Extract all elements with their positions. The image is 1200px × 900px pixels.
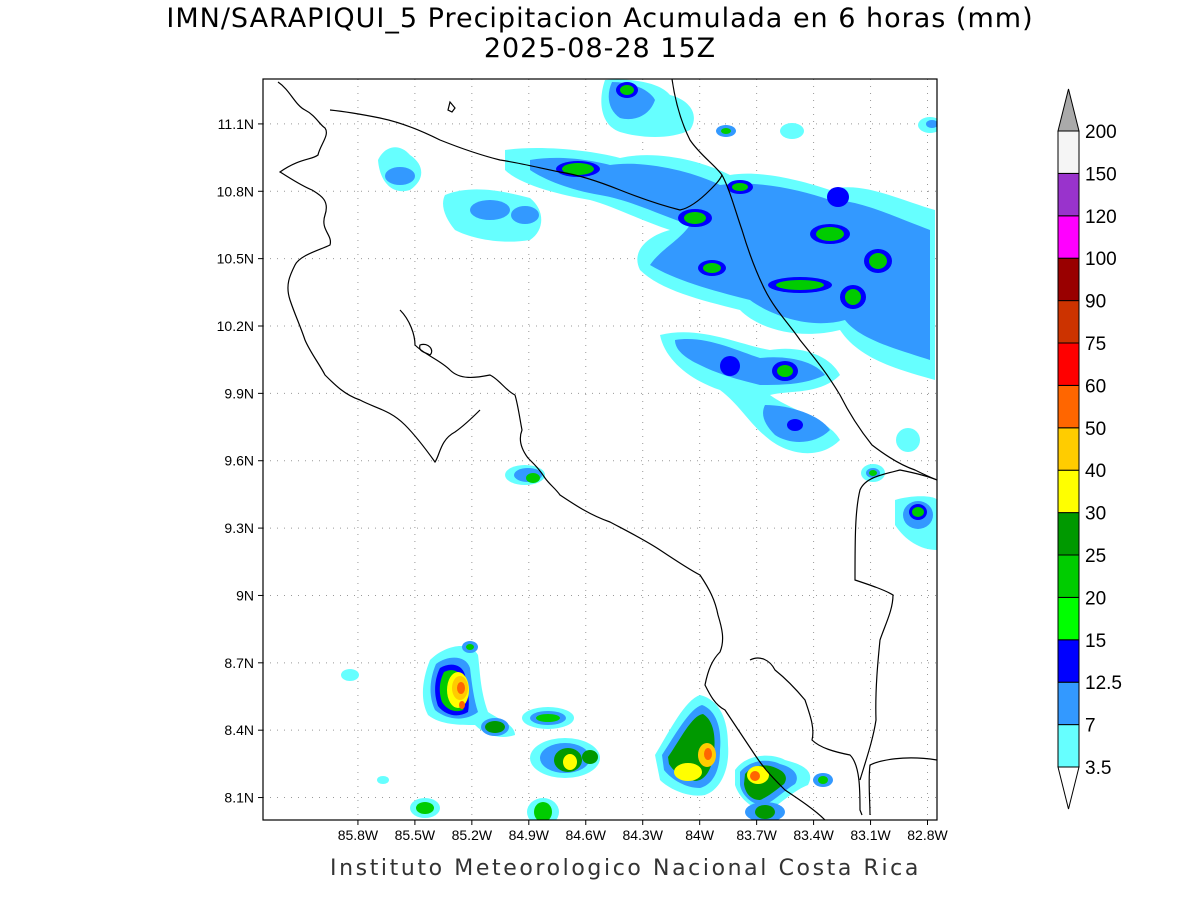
- colorbar-level-label: 40: [1085, 461, 1106, 482]
- colorbar-swatch: [1057, 681, 1080, 726]
- colorbar-swatch: [1057, 300, 1080, 344]
- precip-cluster-north: [505, 147, 935, 380]
- border-nicaragua: [329, 109, 723, 211]
- colorbar-swatch: [1057, 512, 1080, 556]
- colorbar-level-label: 75: [1085, 334, 1106, 355]
- lon-tick-label: 83.4W: [793, 827, 834, 843]
- precip-cluster-northwest: [378, 147, 542, 242]
- colorbar-level-label: 100: [1085, 249, 1117, 270]
- coastline-borders: [277, 79, 937, 820]
- colorbar-level-label: 90: [1085, 292, 1106, 313]
- lon-tick-label: 82.8W: [907, 827, 948, 843]
- lon-tick-label: 85.5W: [395, 827, 436, 843]
- colorbar-min-arrow: [1057, 766, 1080, 810]
- precip-cluster-east-coast: [505, 464, 937, 550]
- coastline-nicoya-gulf: [399, 309, 826, 820]
- precip-cluster-central: [660, 332, 920, 454]
- lat-tick-label: 11.1N: [218, 116, 254, 132]
- lat-tick-label: 10.2N: [217, 318, 254, 334]
- colorbar-level-label: 30: [1085, 504, 1106, 525]
- colorbar-swatch: [1057, 257, 1080, 302]
- colorbar-level-label: 200: [1085, 122, 1117, 143]
- colorbar-swatch: [1057, 427, 1080, 471]
- coastline-pacific-north: [277, 81, 481, 464]
- graticule-grid: [263, 79, 937, 820]
- colorbar-swatch: [1057, 639, 1080, 683]
- colorbar-level-label: 25: [1085, 546, 1106, 567]
- lon-tick-label: 84.3W: [622, 827, 663, 843]
- colorbar-swatch: [1057, 724, 1080, 768]
- border-panama: [854, 469, 937, 781]
- lat-tick-label: 8.7N: [224, 655, 254, 671]
- lon-tick-label: 83.7W: [736, 827, 777, 843]
- lon-tick-label: 83.1W: [850, 827, 891, 843]
- colorbar-level-label: 50: [1085, 419, 1106, 440]
- map-title: IMN/SARAPIQUI_5 Precipitacion Acumulada …: [166, 3, 1034, 34]
- colorbar-swatch: [1057, 384, 1080, 429]
- colorbar-swatch: [1057, 215, 1080, 259]
- longitude-axis: 85.8W 85.5W 85.2W 84.9W 84.6W 84.3W 84W 83.7W 83…: [338, 820, 949, 843]
- colorbar-level-label: 60: [1085, 376, 1106, 397]
- footer-credit: Instituto Meteorologico Nacional Costa R…: [330, 856, 921, 881]
- coastline-burica: [868, 757, 937, 816]
- lat-tick-label: 8.4N: [224, 722, 254, 738]
- lon-tick-label: 85.8W: [338, 827, 379, 843]
- lake-outline: [419, 343, 433, 356]
- lat-tick-label: 9.3N: [224, 520, 254, 536]
- colorbar-level-label: 7: [1085, 716, 1096, 737]
- lat-tick-label: 9.9N: [224, 385, 254, 401]
- caribbean-coast: [671, 79, 937, 481]
- colorbar-swatch: [1057, 469, 1080, 514]
- colorbar-max-arrow: [1057, 88, 1080, 132]
- colorbar-level-label: 20: [1085, 588, 1106, 609]
- colorbar-swatch: [1057, 172, 1080, 217]
- colorbar-level-label: 150: [1085, 164, 1117, 185]
- precip-cluster-northeast-top: [601, 79, 937, 139]
- precip-cluster-south: [655, 695, 833, 820]
- colorbar-legend: 3.5 7 12.5 15 20 25 30 40 50 60 75 90 100 120 150 200: [1057, 88, 1122, 810]
- map-subtitle-date: 2025-08-28 15Z: [483, 33, 717, 64]
- colorbar-swatch: [1057, 130, 1080, 174]
- colorbar-level-label: 120: [1085, 207, 1117, 228]
- precip-cluster-southwest: [341, 641, 600, 820]
- colorbar-swatch: [1057, 342, 1080, 386]
- lat-tick-label: 10.8N: [217, 183, 254, 199]
- colorbar-level-label: 3.5: [1085, 758, 1111, 779]
- island-outline: [447, 100, 456, 113]
- lon-tick-label: 84.6W: [566, 827, 607, 843]
- lon-tick-label: 85.2W: [452, 827, 493, 843]
- colorbar-swatch: [1057, 554, 1080, 598]
- lat-tick-label: 9.6N: [224, 453, 254, 469]
- lat-tick-label: 10.5N: [217, 251, 254, 267]
- coastline-osa: [749, 657, 863, 816]
- lon-tick-label: 84W: [685, 827, 715, 843]
- colorbar-level-label: 12.5: [1085, 673, 1122, 694]
- latitude-axis: 11.1N 10.8N 10.5N 10.2N 9.9N 9.6N 9.3N 9N 8.7N 8.…: [217, 116, 263, 806]
- lat-tick-label: 8.1N: [224, 790, 254, 806]
- map-frame: [262, 78, 938, 821]
- lat-tick-label: 9N: [236, 587, 254, 603]
- lon-tick-label: 84.9W: [509, 827, 550, 843]
- colorbar-swatch: [1057, 596, 1080, 641]
- colorbar-level-label: 15: [1085, 631, 1106, 652]
- precipitation-field: [341, 79, 937, 820]
